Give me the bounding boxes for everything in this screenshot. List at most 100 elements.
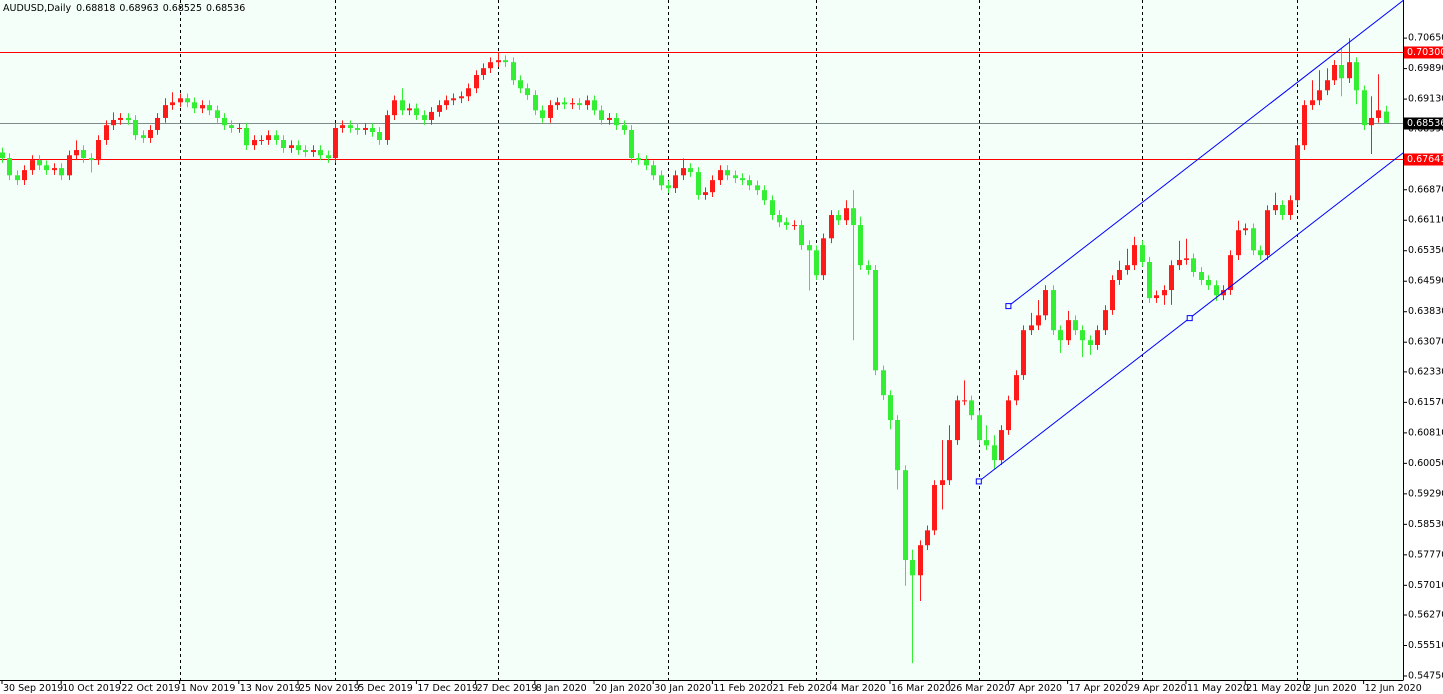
candle-body [1043,290,1048,316]
candle-body [836,215,841,221]
candle-body [681,168,686,176]
candle-body [1243,228,1248,231]
x-tick-label: 2 Jun 2020 [1305,683,1356,694]
candle-body [237,127,242,129]
candle-body [829,215,834,239]
candle-body [607,117,612,120]
candle-body [1369,117,1374,126]
candle-body [511,62,516,81]
candle-body [1184,258,1189,260]
candle-body [229,125,234,128]
candle-body [244,127,249,146]
x-tick-label: 25 Nov 2019 [299,683,360,694]
x-tick-label: 11 May 2020 [1187,683,1249,694]
candle-body [44,165,49,171]
candle-body [651,165,656,176]
candle-body [37,160,42,166]
candle-body [1177,259,1182,266]
candle-body [1103,310,1108,331]
candle-body [1066,320,1071,341]
candle-body [1354,62,1359,91]
price-label-box [1404,117,1443,130]
candle-body [459,96,464,99]
candle-body [585,100,590,106]
candle-body [1288,200,1293,216]
x-tick-label: 26 Mar 2020 [950,683,1010,694]
header-high: 0.68963 [119,3,158,14]
candle-body [422,115,427,120]
candle-body [252,140,257,146]
symbol-title: AUDUSD,Daily [3,3,72,14]
candle-body [895,420,900,471]
candle-body [1095,330,1100,346]
candle-body [1362,90,1367,126]
candle-body [1021,330,1026,376]
candle-body [222,117,227,126]
x-tick-label: 8 Jan 2020 [536,683,587,694]
candle-body [599,110,604,120]
candle-body [1339,64,1344,79]
x-tick-label: 10 Oct 2019 [62,683,121,694]
candle-body [1029,325,1034,331]
candle-body [947,440,952,481]
candle-body [1236,230,1241,256]
candle-body [792,225,797,227]
candle-body [377,131,382,141]
candle-body [762,190,767,201]
candle-body [59,168,64,176]
candle-body [1154,295,1159,299]
candle-body [1162,290,1167,296]
candle-body [1280,205,1285,216]
candle-body [200,105,205,109]
candle-body [873,269,878,371]
candle-body [703,192,708,195]
candle-body [96,140,101,161]
candle-body [1073,320,1078,331]
x-tick-label: 7 Apr 2020 [1009,683,1062,694]
plot [0,0,1403,680]
candle-body [289,145,294,149]
plot-area [0,0,1403,680]
candle-body [414,108,419,116]
candle-body [1140,245,1145,262]
candle-body [133,119,138,136]
candle-body [570,103,575,105]
candle-body [355,127,360,130]
candle-body [992,445,997,461]
x-tick-label: 21 May 2020 [1246,683,1308,694]
level-label: 0.67641 [1407,154,1443,165]
candle-body [807,245,812,251]
candle-body [984,440,989,446]
candle-body [503,60,508,63]
x-tick-label: 13 Nov 2019 [240,683,301,694]
candle-body [1006,400,1011,431]
candle-body [1228,255,1233,291]
candle-body [281,140,286,149]
candle-body [932,485,937,531]
x-tick-label: 12 Jun 2020 [1365,683,1422,694]
candle-body [577,103,582,106]
candle-body [67,155,72,176]
candle-body [481,68,486,76]
candle-body [614,117,619,126]
candle-body [1310,100,1315,106]
candle-body [451,98,456,101]
candle-body [170,102,175,106]
candle-body [1191,258,1196,272]
x-tick-label: 30 Sep 2019 [3,683,63,694]
candle-body [407,108,412,111]
candle-body [710,180,715,193]
candle-body [1265,210,1270,256]
channel-anchor [975,478,982,485]
